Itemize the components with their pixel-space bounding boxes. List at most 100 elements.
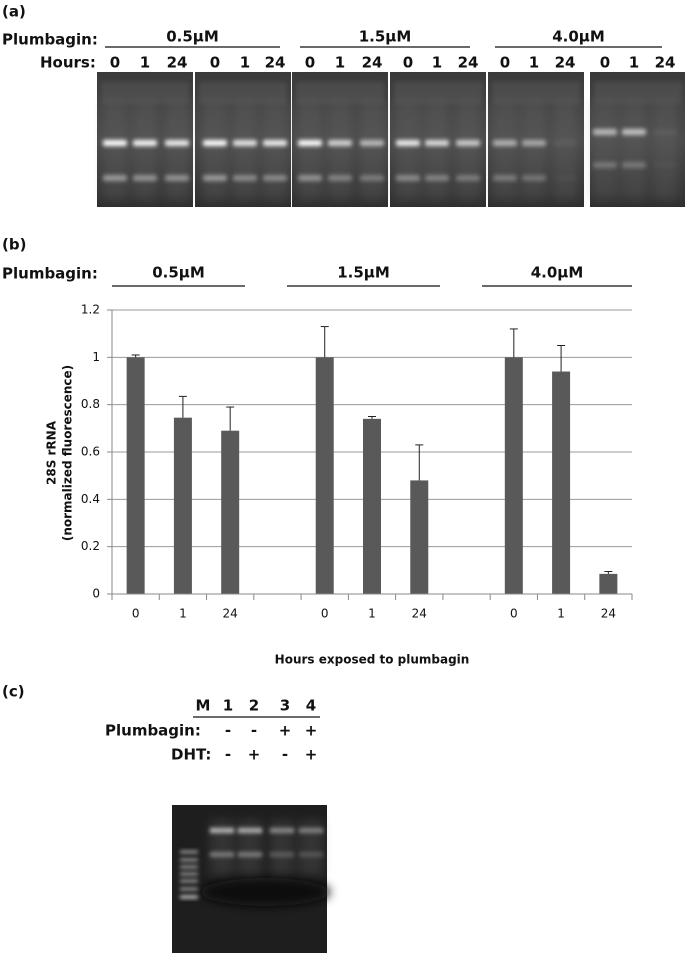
lane-smear bbox=[592, 100, 618, 200]
x-tick-label: 0 bbox=[321, 607, 329, 621]
hour-label: 24 bbox=[555, 54, 576, 72]
hour-label: 0 bbox=[403, 54, 413, 72]
lane-smear bbox=[327, 100, 353, 200]
lane-smear bbox=[359, 100, 385, 200]
hour-label: 24 bbox=[362, 54, 383, 72]
gel-well-row bbox=[199, 82, 287, 104]
band-18s bbox=[425, 175, 449, 181]
y-axis-label: 28S rRNA bbox=[45, 420, 59, 485]
row-label: Plumbagin: bbox=[105, 722, 201, 740]
treatment-mark: - bbox=[225, 746, 231, 764]
band-18s bbox=[493, 175, 517, 181]
lane-smear bbox=[521, 100, 547, 200]
x-tick-label: 1 bbox=[557, 607, 565, 621]
group-label: 0.5μM bbox=[152, 264, 205, 282]
panel-label: (b) bbox=[2, 236, 26, 254]
hour-label: 1 bbox=[529, 54, 539, 72]
concentration-label: 0.5μM bbox=[166, 28, 219, 46]
x-tick-label: 24 bbox=[223, 607, 238, 621]
x-tick-label: 24 bbox=[412, 607, 427, 621]
y-tick-label: 1 bbox=[92, 350, 100, 364]
treatment-mark: + bbox=[248, 746, 261, 764]
bar bbox=[363, 418, 381, 594]
bar bbox=[504, 357, 523, 594]
dye-front bbox=[200, 878, 330, 906]
row-label: DHT: bbox=[171, 746, 211, 764]
lane-smear bbox=[492, 100, 518, 200]
panel-label: (a) bbox=[2, 3, 26, 21]
band-28s bbox=[622, 129, 646, 135]
lane-smear bbox=[238, 820, 262, 875]
lane-smear bbox=[202, 100, 228, 200]
ladder-band bbox=[180, 858, 198, 862]
gel-well-row bbox=[296, 82, 384, 104]
hour-label: 24 bbox=[458, 54, 479, 72]
band-28s bbox=[328, 140, 352, 146]
lane-smear bbox=[552, 100, 578, 200]
concentration-label: 1.5μM bbox=[359, 28, 412, 46]
lane-smear bbox=[132, 100, 158, 200]
band-18s bbox=[233, 175, 257, 181]
band-18s bbox=[396, 175, 420, 181]
bar bbox=[552, 371, 571, 594]
ladder-band bbox=[180, 865, 198, 869]
group-label: 4.0μM bbox=[531, 264, 584, 282]
y-axis-label: (normalized fluorescence) bbox=[61, 365, 75, 541]
gel-image bbox=[172, 805, 330, 953]
band-28s bbox=[133, 140, 157, 146]
hour-label: 1 bbox=[629, 54, 639, 72]
band-28s bbox=[456, 140, 480, 146]
bar bbox=[221, 430, 240, 594]
band-18s bbox=[103, 175, 127, 181]
treatment-mark: + bbox=[279, 722, 292, 740]
ladder-band bbox=[180, 887, 198, 891]
y-tick-label: 0.8 bbox=[81, 397, 100, 411]
lane-smear bbox=[262, 100, 288, 200]
row-label: Plumbagin: bbox=[2, 265, 98, 283]
y-tick-label: 1.2 bbox=[81, 303, 100, 317]
treatment-mark: + bbox=[305, 722, 318, 740]
bar bbox=[599, 573, 618, 594]
lane-smear bbox=[299, 820, 323, 875]
ladder-band bbox=[180, 879, 198, 883]
y-tick-label: 0.2 bbox=[81, 539, 100, 553]
band-18s bbox=[522, 175, 546, 181]
band-18s bbox=[133, 175, 157, 181]
x-tick-label: 1 bbox=[368, 607, 376, 621]
row-label: Plumbagin: bbox=[2, 31, 98, 49]
band-18s bbox=[328, 175, 352, 181]
lane-smear bbox=[621, 100, 647, 200]
hour-label: 24 bbox=[655, 54, 676, 72]
band-18s bbox=[553, 175, 577, 181]
ladder-band bbox=[180, 895, 198, 899]
band-28s bbox=[425, 140, 449, 146]
lane-smear bbox=[424, 100, 450, 200]
gel-well-row bbox=[492, 82, 580, 104]
row-label: Hours: bbox=[40, 54, 96, 72]
band-28s bbox=[263, 140, 287, 146]
band-28s bbox=[360, 140, 384, 146]
gel-well-row bbox=[594, 82, 682, 104]
lane-label: 2 bbox=[249, 697, 259, 715]
lane-smear bbox=[395, 100, 421, 200]
bar bbox=[410, 480, 429, 594]
lane-smear bbox=[270, 820, 294, 875]
hour-label: 1 bbox=[335, 54, 345, 72]
band-28s bbox=[493, 140, 517, 146]
hour-label: 0 bbox=[110, 54, 120, 72]
band-18s bbox=[298, 175, 322, 181]
band-28s bbox=[522, 140, 546, 146]
x-tick-label: 24 bbox=[601, 607, 616, 621]
band-18s bbox=[360, 175, 384, 181]
band-18s bbox=[456, 175, 480, 181]
band-28s bbox=[203, 140, 227, 146]
lane-smear bbox=[164, 100, 190, 200]
bar bbox=[126, 357, 145, 594]
treatment-mark: - bbox=[225, 722, 231, 740]
hour-label: 24 bbox=[265, 54, 286, 72]
lane-smear bbox=[232, 100, 258, 200]
lane-smear bbox=[102, 100, 128, 200]
lane-label: 4 bbox=[306, 697, 316, 715]
gel-well-row bbox=[394, 82, 482, 104]
treatment-mark: + bbox=[305, 746, 318, 764]
